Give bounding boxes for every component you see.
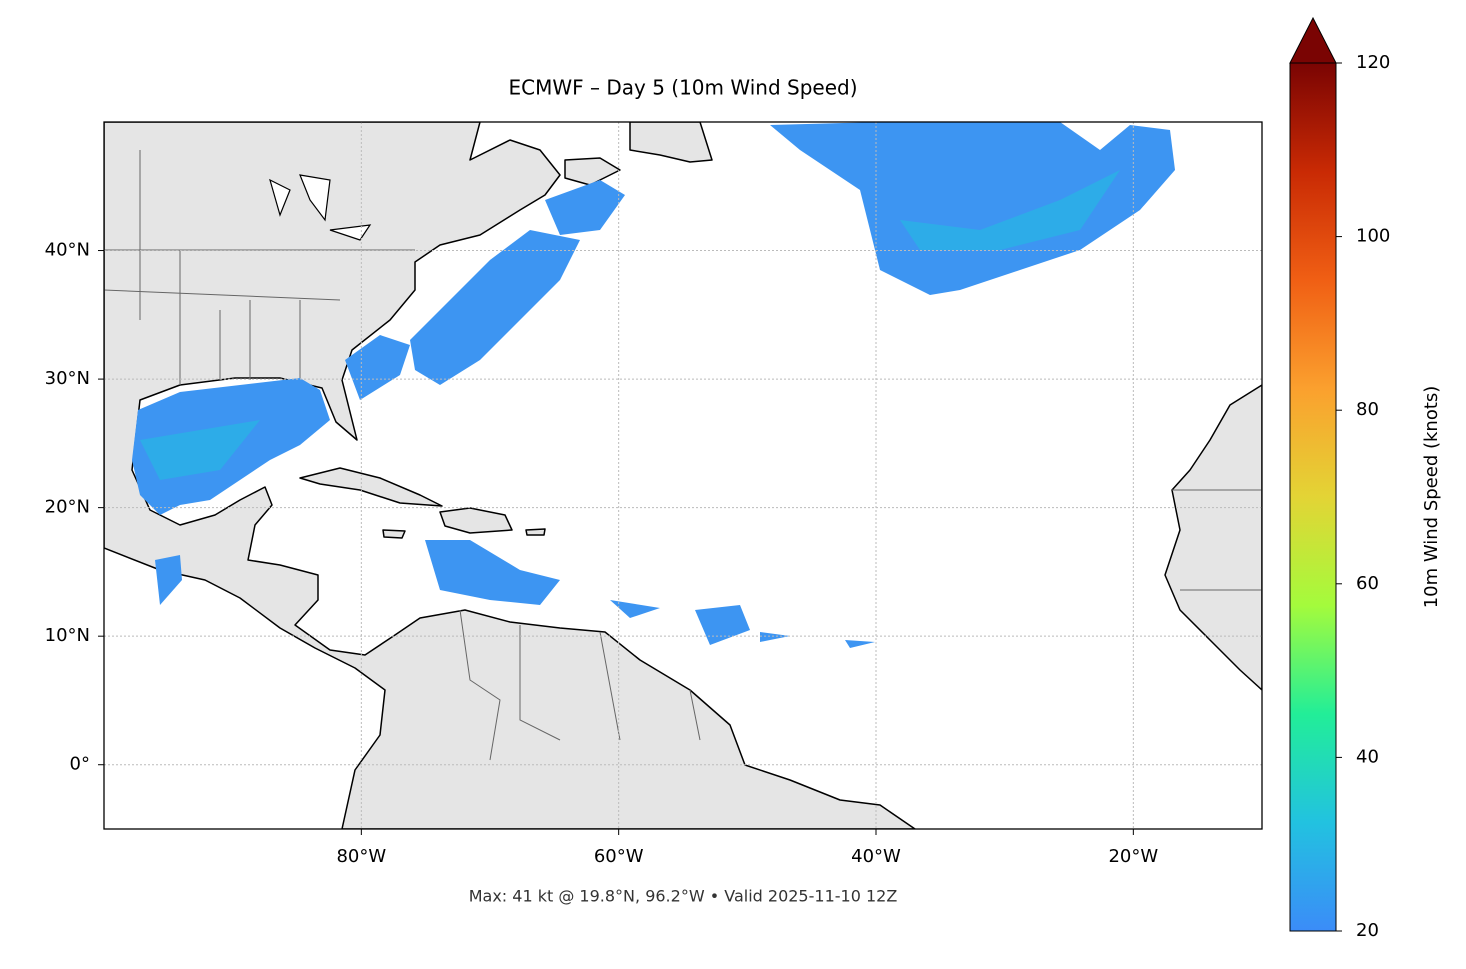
colorbar-tick-label: 80	[1356, 399, 1379, 420]
chart-title: ECMWF – Day 5 (10m Wind Speed)	[509, 76, 858, 100]
footer-annotation: Max: 41 kt @ 19.8°N, 96.2°W • Valid 2025…	[469, 887, 898, 906]
x-tick-label: 40°W	[851, 846, 901, 867]
puerto-rico	[525, 528, 546, 536]
colorbar-tick-label: 20	[1356, 920, 1379, 941]
grid	[104, 122, 1262, 829]
y-tick-label: 10°N	[45, 625, 90, 646]
great-lakes	[269, 174, 372, 241]
borders	[104, 150, 1262, 761]
x-tick-label: 20°W	[1108, 846, 1158, 867]
jamaica	[382, 529, 406, 539]
y-tick-label: 20°N	[45, 497, 90, 518]
cuba	[299, 467, 443, 507]
map	[104, 122, 1262, 829]
x-tick-label: 60°W	[594, 846, 644, 867]
y-tick-label: 0°	[70, 754, 90, 775]
y-tick-label: 30°N	[45, 368, 90, 389]
wind-field	[132, 122, 1175, 648]
map-frame	[103, 121, 1263, 830]
hispaniola	[439, 507, 513, 534]
x-tick-label: 80°W	[336, 846, 386, 867]
colorbar-tick-label: 120	[1356, 52, 1390, 73]
colorbar-extend	[1289, 16, 1337, 64]
colorbar-label: 10m Wind Speed (knots)	[1421, 386, 1442, 609]
colorbar	[1289, 62, 1337, 932]
colorbar-tick-label: 40	[1356, 746, 1379, 767]
colorbar-tick-label: 60	[1356, 573, 1379, 594]
newfoundland	[564, 157, 621, 186]
greenland-coast	[629, 122, 713, 163]
africa	[1164, 384, 1262, 691]
colorbar-tick-label: 100	[1356, 226, 1390, 247]
y-tick-label: 40°N	[45, 240, 90, 261]
